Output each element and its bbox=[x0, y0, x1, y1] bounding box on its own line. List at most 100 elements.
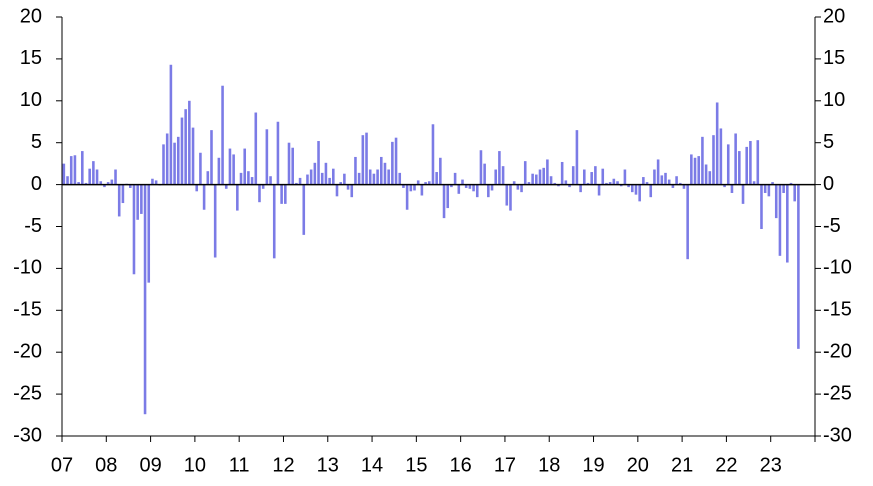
bar bbox=[372, 173, 376, 185]
bar bbox=[501, 166, 505, 185]
bar bbox=[69, 156, 73, 185]
bar bbox=[309, 169, 313, 185]
bar bbox=[402, 184, 405, 188]
bar bbox=[483, 163, 486, 185]
y2-tick-label: -25 bbox=[823, 382, 852, 404]
bar bbox=[387, 169, 390, 185]
bar bbox=[291, 147, 294, 185]
bar bbox=[295, 182, 298, 185]
bar bbox=[645, 182, 649, 185]
bar bbox=[250, 177, 254, 185]
bar bbox=[121, 184, 125, 204]
bar bbox=[774, 184, 778, 219]
bar bbox=[383, 162, 387, 185]
bar bbox=[527, 182, 531, 185]
bar bbox=[224, 184, 228, 189]
bar bbox=[180, 117, 184, 185]
bar bbox=[693, 157, 697, 185]
bar bbox=[339, 182, 342, 185]
bar bbox=[553, 182, 557, 185]
bar bbox=[579, 184, 582, 193]
y2-tick-label: -20 bbox=[823, 340, 852, 362]
bar bbox=[128, 184, 132, 188]
x-tick-label: 08 bbox=[95, 454, 117, 476]
bar bbox=[287, 142, 291, 185]
bar bbox=[165, 133, 169, 185]
bar bbox=[110, 179, 114, 185]
bar bbox=[405, 184, 409, 210]
bar bbox=[169, 64, 173, 185]
y-tick-label: 0 bbox=[31, 173, 42, 195]
bar bbox=[398, 172, 402, 185]
y2-tick-label: 15 bbox=[823, 47, 845, 69]
bar bbox=[66, 176, 69, 185]
bar bbox=[332, 168, 335, 185]
bar bbox=[254, 112, 258, 185]
bar bbox=[232, 154, 235, 185]
bar bbox=[151, 178, 154, 185]
bar bbox=[313, 162, 317, 185]
bar bbox=[752, 181, 756, 185]
x-tick-label: 17 bbox=[494, 454, 516, 476]
bar bbox=[416, 180, 420, 185]
bar bbox=[147, 184, 151, 283]
bar bbox=[675, 176, 678, 185]
y-tick-label: 5 bbox=[31, 131, 42, 153]
bar bbox=[664, 172, 667, 185]
bar bbox=[627, 184, 630, 188]
bar bbox=[498, 151, 501, 185]
bar bbox=[653, 169, 656, 185]
x-tick-label: 23 bbox=[760, 454, 782, 476]
bar bbox=[667, 179, 671, 185]
bar bbox=[782, 184, 785, 193]
bar bbox=[394, 137, 398, 185]
bar bbox=[140, 184, 143, 214]
bar bbox=[535, 174, 538, 185]
bar bbox=[343, 173, 346, 185]
bar bbox=[195, 184, 199, 192]
bar bbox=[623, 169, 627, 185]
y2-tick-label: 0 bbox=[823, 173, 834, 195]
bar bbox=[217, 157, 221, 185]
y2-tick-label: 10 bbox=[823, 89, 845, 111]
bar bbox=[586, 182, 590, 185]
bar bbox=[236, 184, 239, 211]
bar bbox=[258, 184, 261, 203]
bar bbox=[608, 182, 612, 185]
bar bbox=[726, 144, 730, 185]
x-tick-label: 09 bbox=[139, 454, 161, 476]
bar bbox=[272, 184, 276, 259]
bar bbox=[391, 141, 394, 185]
bar bbox=[335, 184, 339, 197]
bar bbox=[516, 184, 520, 190]
bar bbox=[199, 152, 202, 185]
bar bbox=[228, 148, 232, 185]
y-tick-label: -25 bbox=[13, 382, 42, 404]
bar bbox=[549, 176, 553, 185]
bar bbox=[494, 169, 498, 185]
bar bbox=[767, 184, 771, 197]
bar bbox=[77, 182, 80, 185]
bar bbox=[298, 177, 302, 185]
bar bbox=[368, 169, 372, 185]
bar bbox=[701, 136, 704, 185]
bar bbox=[450, 184, 453, 188]
bar bbox=[365, 132, 368, 185]
bar bbox=[479, 150, 483, 185]
bar bbox=[619, 184, 623, 187]
bar bbox=[435, 172, 438, 185]
bar bbox=[446, 184, 450, 209]
bar bbox=[546, 159, 549, 185]
bar bbox=[453, 172, 457, 185]
bar bbox=[188, 100, 191, 185]
bar bbox=[468, 184, 472, 189]
y2-tick-label: -15 bbox=[823, 299, 852, 321]
x-tick-label: 13 bbox=[317, 454, 339, 476]
bar bbox=[457, 184, 461, 194]
x-tick-label: 12 bbox=[272, 454, 294, 476]
bar bbox=[538, 169, 542, 185]
bar bbox=[99, 181, 103, 185]
bar bbox=[427, 181, 431, 185]
bar bbox=[88, 168, 91, 185]
